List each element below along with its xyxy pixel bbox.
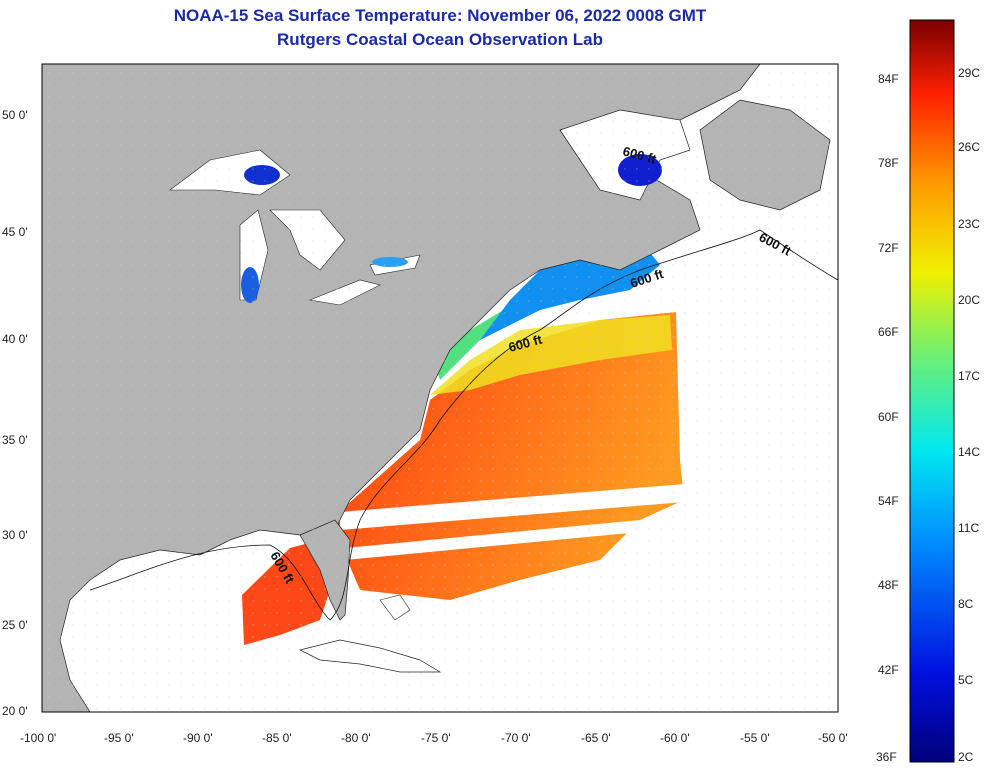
- lat-tick-label: 30 0': [2, 528, 28, 542]
- lat-tick-label: 45 0': [2, 225, 28, 239]
- lat-axis: 50 0' 45 0' 40 0' 35 0' 30 0' 25 0' 20 0…: [2, 108, 28, 718]
- lat-tick-label: 50 0': [2, 108, 28, 122]
- lat-tick-label: 40 0': [2, 332, 28, 346]
- map-title: NOAA-15 Sea Surface Temperature: Novembe…: [173, 6, 707, 25]
- graticule: [42, 64, 838, 712]
- lon-tick-label: -90 0': [183, 731, 213, 745]
- lat-tick-label: 25 0': [2, 618, 28, 632]
- lon-tick-label: -85 0': [262, 731, 292, 745]
- map-border: [41, 63, 839, 713]
- colorbar-c-label: 17C: [958, 369, 981, 383]
- colorbar-f-label: 36F: [876, 750, 897, 764]
- lat-tick-label: 20 0': [2, 704, 28, 718]
- colorbar-f-label: 60F: [878, 410, 899, 424]
- colorbar-c-label: 14C: [958, 445, 981, 459]
- map-subtitle: Rutgers Coastal Ocean Observation Lab: [277, 30, 603, 49]
- colorbar: [909, 19, 955, 763]
- lon-tick-label: -100 0': [20, 731, 56, 745]
- colorbar-c-label: 5C: [958, 673, 974, 687]
- colorbar-c-label: 11C: [958, 521, 980, 535]
- colorbar-f-label: 42F: [878, 663, 899, 677]
- colorbar-c-label: 29C: [958, 66, 981, 80]
- colorbar-c-label: 26C: [958, 140, 981, 154]
- colorbar-f-label: 48F: [878, 578, 899, 592]
- colorbar-f-label: 84F: [878, 72, 899, 86]
- lon-tick-label: -60 0': [660, 731, 690, 745]
- colorbar-c-label: 20C: [958, 293, 981, 307]
- lon-tick-label: -95 0': [104, 731, 134, 745]
- lon-tick-label: -65 0': [581, 731, 611, 745]
- lon-tick-label: -55 0': [740, 731, 770, 745]
- colorbar-f-label: 54F: [878, 494, 899, 508]
- colorbar-f-label: 66F: [878, 325, 899, 339]
- lon-tick-label: -70 0': [501, 731, 531, 745]
- lat-tick-label: 35 0': [2, 433, 28, 447]
- lon-tick-label: -80 0': [341, 731, 371, 745]
- colorbar-c-label: 2C: [958, 750, 974, 764]
- lon-axis: -100 0' -95 0' -90 0' -85 0' -80 0' -75 …: [20, 731, 848, 745]
- colorbar-f-label: 78F: [878, 156, 899, 170]
- lon-tick-label: -75 0': [421, 731, 451, 745]
- colorbar-c-label: 8C: [958, 597, 974, 611]
- colorbar-c-label: 23C: [958, 217, 981, 231]
- lon-tick-label: -50 0': [818, 731, 848, 745]
- colorbar-f-label: 72F: [878, 241, 899, 255]
